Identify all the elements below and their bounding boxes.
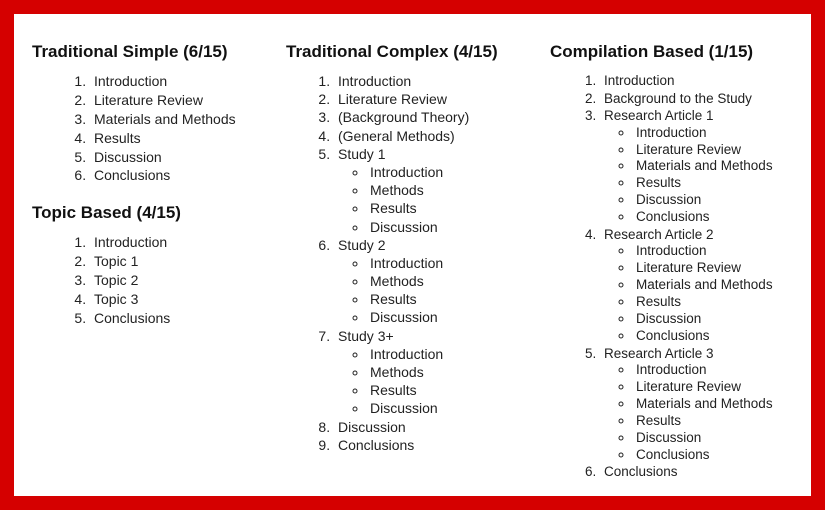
sub-item: Conclusions	[634, 209, 793, 226]
sub-item: Discussion	[634, 430, 793, 447]
list-item: Introduction	[90, 72, 272, 91]
sub-list: Introduction Methods Results Discussion	[338, 345, 536, 418]
ordered-list: Introduction Topic 1 Topic 2 Topic 3 Con…	[32, 233, 272, 327]
sub-item: Discussion	[634, 311, 793, 328]
column-right: Compilation Based (1/15) Introduction Ba…	[550, 42, 793, 478]
sub-item: Materials and Methods	[634, 277, 793, 294]
list-item: Study 3+ Introduction Methods Results Di…	[334, 327, 536, 418]
list-item: Research Article 3 Introduction Literatu…	[600, 345, 793, 464]
list-item: Literature Review	[334, 90, 536, 108]
section-topic-based: Topic Based (4/15) Introduction Topic 1 …	[32, 203, 272, 327]
sub-item: Methods	[368, 272, 536, 290]
list-item: Conclusions	[90, 166, 272, 185]
sub-item: Introduction	[368, 163, 536, 181]
list-item: Background to the Study	[600, 90, 793, 108]
sub-item: Introduction	[634, 125, 793, 142]
sub-item: Discussion	[634, 192, 793, 209]
list-item: (General Methods)	[334, 127, 536, 145]
sub-item: Results	[368, 381, 536, 399]
list-item: Topic 2	[90, 271, 272, 290]
list-item-label: Research Article 3	[604, 346, 714, 361]
list-item: Discussion	[90, 148, 272, 167]
list-item-label: Research Article 1	[604, 108, 714, 123]
sub-item: Discussion	[368, 399, 536, 417]
sub-item: Methods	[368, 181, 536, 199]
list-item-label: Research Article 2	[604, 227, 714, 242]
list-item: Study 2 Introduction Methods Results Dis…	[334, 236, 536, 327]
list-item: Topic 1	[90, 252, 272, 271]
column-middle: Traditional Complex (4/15) Introduction …	[286, 42, 536, 478]
sub-item: Literature Review	[634, 379, 793, 396]
sub-item: Literature Review	[634, 142, 793, 159]
sub-item: Introduction	[368, 345, 536, 363]
list-item-label: Study 1	[338, 146, 385, 162]
document-frame: Traditional Simple (6/15) Introduction L…	[0, 0, 825, 510]
sub-item: Introduction	[634, 243, 793, 260]
sub-item: Conclusions	[634, 447, 793, 464]
list-item: Conclusions	[334, 436, 536, 454]
sub-item: Results	[368, 290, 536, 308]
sub-list: Introduction Methods Results Discussion	[338, 254, 536, 327]
list-item: Discussion	[334, 418, 536, 436]
section-title: Traditional Simple (6/15)	[32, 42, 272, 62]
section-traditional-simple: Traditional Simple (6/15) Introduction L…	[32, 42, 272, 185]
sub-item: Discussion	[368, 218, 536, 236]
list-item: Research Article 1 Introduction Literatu…	[600, 107, 793, 226]
list-item-label: Study 3+	[338, 328, 394, 344]
ordered-list: Introduction Literature Review Materials…	[32, 72, 272, 185]
list-item: Conclusions	[90, 309, 272, 328]
section-title: Traditional Complex (4/15)	[286, 42, 536, 62]
sub-item: Results	[368, 199, 536, 217]
section-title: Topic Based (4/15)	[32, 203, 272, 223]
sub-item: Materials and Methods	[634, 396, 793, 413]
ordered-list: Introduction Literature Review (Backgrou…	[286, 72, 536, 454]
sub-item: Introduction	[634, 362, 793, 379]
sub-item: Materials and Methods	[634, 158, 793, 175]
sub-item: Conclusions	[634, 328, 793, 345]
section-traditional-complex: Traditional Complex (4/15) Introduction …	[286, 42, 536, 454]
list-item: Materials and Methods	[90, 110, 272, 129]
list-item: Introduction	[90, 233, 272, 252]
sub-item: Introduction	[368, 254, 536, 272]
list-item: Literature Review	[90, 91, 272, 110]
list-item: Conclusions	[600, 463, 793, 481]
list-item: Introduction	[600, 72, 793, 90]
column-left: Traditional Simple (6/15) Introduction L…	[32, 42, 272, 478]
sub-item: Discussion	[368, 308, 536, 326]
sub-item: Literature Review	[634, 260, 793, 277]
list-item: (Background Theory)	[334, 108, 536, 126]
sub-item: Results	[634, 294, 793, 311]
sub-item: Results	[634, 413, 793, 430]
list-item: Topic 3	[90, 290, 272, 309]
sub-list: Introduction Methods Results Discussion	[338, 163, 536, 236]
sub-item: Methods	[368, 363, 536, 381]
ordered-list: Introduction Background to the Study Res…	[550, 72, 793, 481]
list-item: Study 1 Introduction Methods Results Dis…	[334, 145, 536, 236]
list-item-label: Study 2	[338, 237, 385, 253]
sub-list: Introduction Literature Review Materials…	[604, 125, 793, 226]
list-item: Introduction	[334, 72, 536, 90]
section-compilation-based: Compilation Based (1/15) Introduction Ba…	[550, 42, 793, 481]
list-item: Results	[90, 129, 272, 148]
section-title: Compilation Based (1/15)	[550, 42, 793, 62]
sub-item: Results	[634, 175, 793, 192]
sub-list: Introduction Literature Review Materials…	[604, 362, 793, 463]
sub-list: Introduction Literature Review Materials…	[604, 243, 793, 344]
list-item: Research Article 2 Introduction Literatu…	[600, 226, 793, 345]
